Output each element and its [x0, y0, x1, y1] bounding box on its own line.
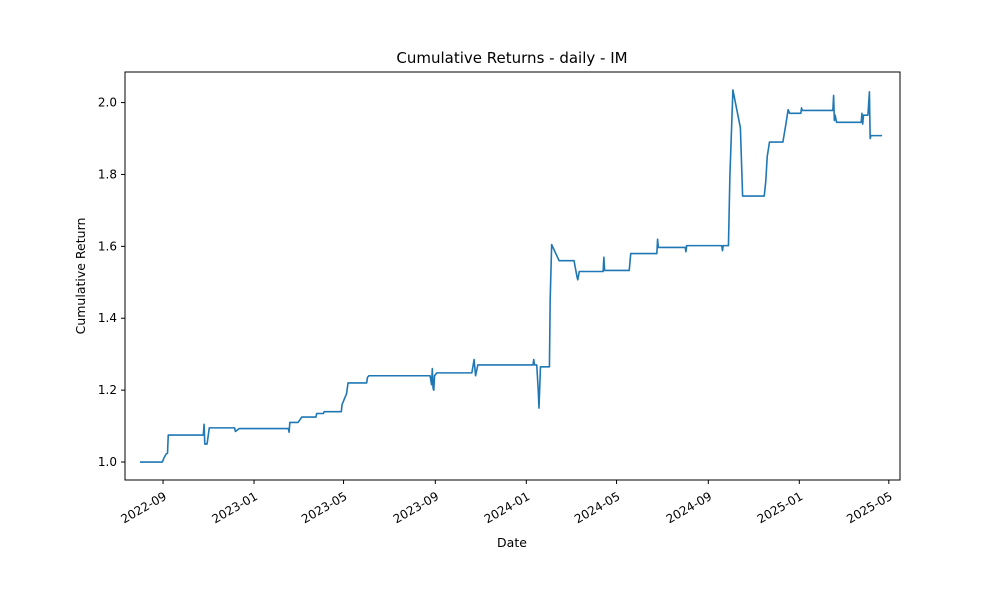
chart-title: Cumulative Returns - daily - IM — [396, 49, 627, 67]
y-tick-label: 1.8 — [98, 167, 117, 181]
y-tick-label: 1.0 — [98, 455, 117, 469]
y-axis-label: Cumulative Return — [73, 218, 88, 335]
y-tick-label: 2.0 — [98, 96, 117, 110]
y-axis: 1.0 1.2 1.4 1.6 1.8 2.0 — [98, 96, 125, 469]
x-axis-label: Date — [497, 535, 527, 550]
y-tick-label: 1.4 — [98, 311, 117, 325]
y-tick-label: 1.2 — [98, 383, 117, 397]
plot-area — [139, 89, 883, 463]
series-line-0 — [139, 89, 883, 463]
axes-frame — [124, 71, 901, 481]
y-tick-label: 1.6 — [98, 239, 117, 253]
